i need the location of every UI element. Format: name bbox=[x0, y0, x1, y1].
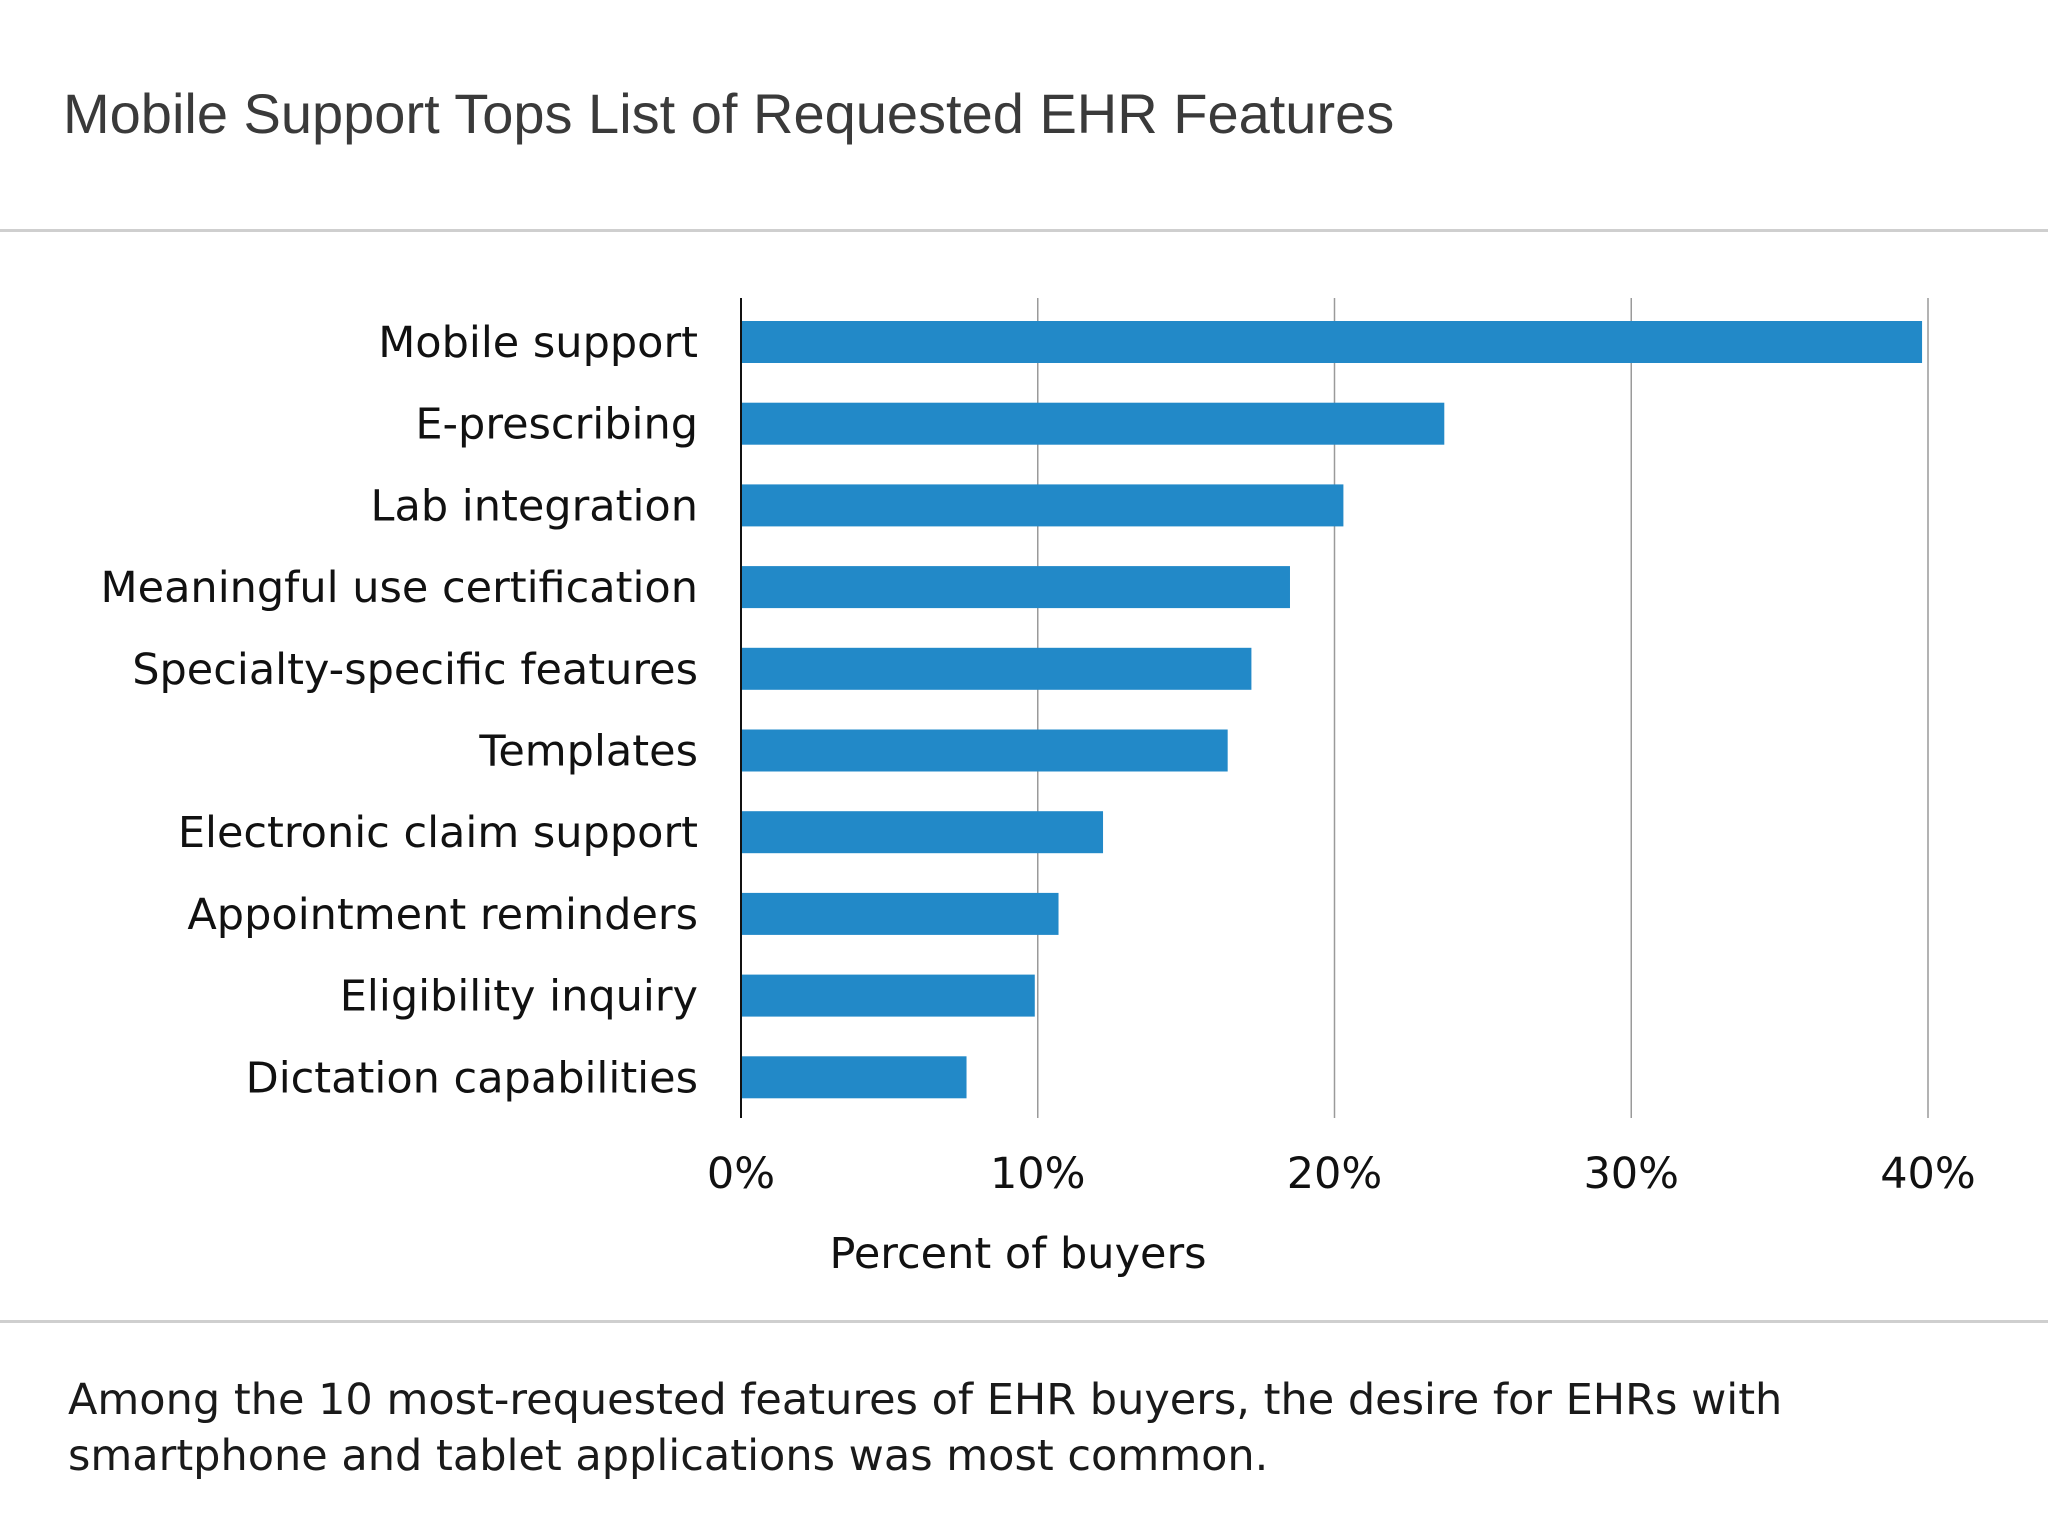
bar bbox=[741, 321, 1923, 363]
category-label: E-prescribing bbox=[415, 400, 698, 450]
bar bbox=[741, 566, 1290, 609]
chart-caption: Among the 10 most-requested features of … bbox=[68, 1375, 1783, 1481]
category-label: Specialty-specific features bbox=[132, 645, 698, 695]
bar bbox=[741, 647, 1252, 690]
bar bbox=[741, 729, 1228, 772]
category-label: Eligibility inquiry bbox=[340, 972, 698, 1022]
chart-title: Mobile Support Tops List of Requested EH… bbox=[63, 82, 1395, 145]
top-divider bbox=[0, 229, 2048, 232]
bar-chart: Mobile support E-prescribing Lab integrati… bbox=[101, 298, 1976, 1279]
bottom-divider bbox=[0, 1320, 2048, 1323]
x-tick-label: 0% bbox=[707, 1149, 775, 1199]
bars bbox=[741, 321, 1923, 1099]
bar bbox=[741, 892, 1059, 935]
category-labels: Mobile support E-prescribing Lab integrati… bbox=[101, 318, 698, 1103]
category-label: Meaningful use certification bbox=[101, 563, 698, 613]
category-label: Mobile support bbox=[378, 318, 698, 368]
category-label: Lab integration bbox=[371, 481, 698, 531]
category-label: Dictation capabilities bbox=[246, 1053, 698, 1103]
x-axis-title: Percent of buyers bbox=[829, 1229, 1206, 1279]
x-tick-label: 20% bbox=[1287, 1149, 1383, 1199]
bar bbox=[741, 1056, 967, 1099]
x-tick-label: 40% bbox=[1880, 1149, 1976, 1199]
bar bbox=[741, 402, 1445, 445]
category-label: Appointment reminders bbox=[187, 890, 698, 940]
category-label: Templates bbox=[478, 727, 698, 777]
category-label: Electronic claim support bbox=[178, 808, 698, 858]
x-tick-label: 10% bbox=[990, 1149, 1086, 1199]
x-tick-label: 30% bbox=[1583, 1149, 1679, 1199]
bar bbox=[741, 811, 1104, 854]
x-tick-labels: 0% 10% 20% 30% 40% bbox=[707, 1149, 1976, 1199]
bar bbox=[741, 484, 1344, 527]
bar bbox=[741, 974, 1035, 1017]
